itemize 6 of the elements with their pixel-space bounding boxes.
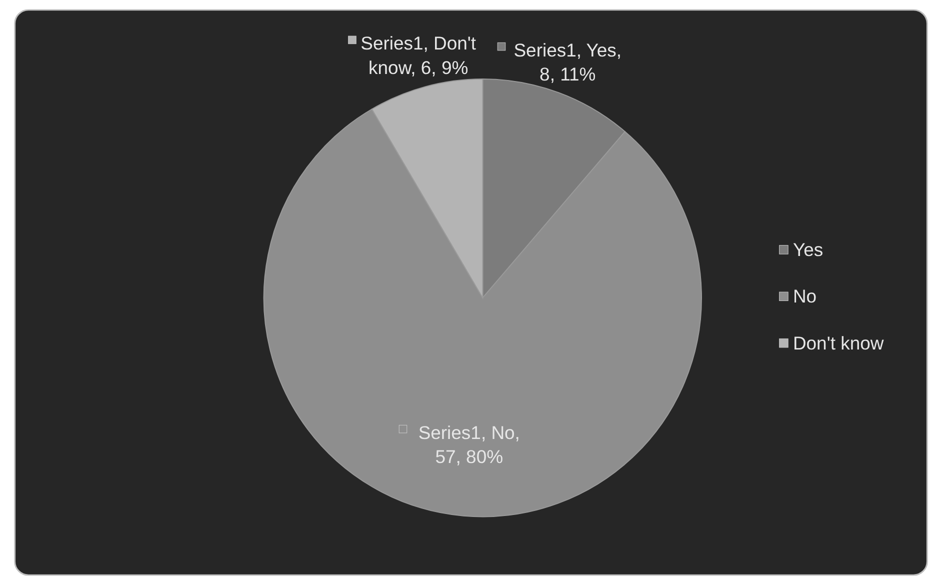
legend-label: Don't know	[792, 332, 884, 354]
data-label: Series1, Yes, 8, 11%	[514, 39, 622, 85]
legend-label: No	[792, 286, 817, 307]
legend-label: Yes	[792, 239, 824, 260]
data-label: Series1, No, 57, 80%	[418, 422, 520, 468]
data-label: Series1, Don't know, 6, 9%	[360, 32, 476, 78]
